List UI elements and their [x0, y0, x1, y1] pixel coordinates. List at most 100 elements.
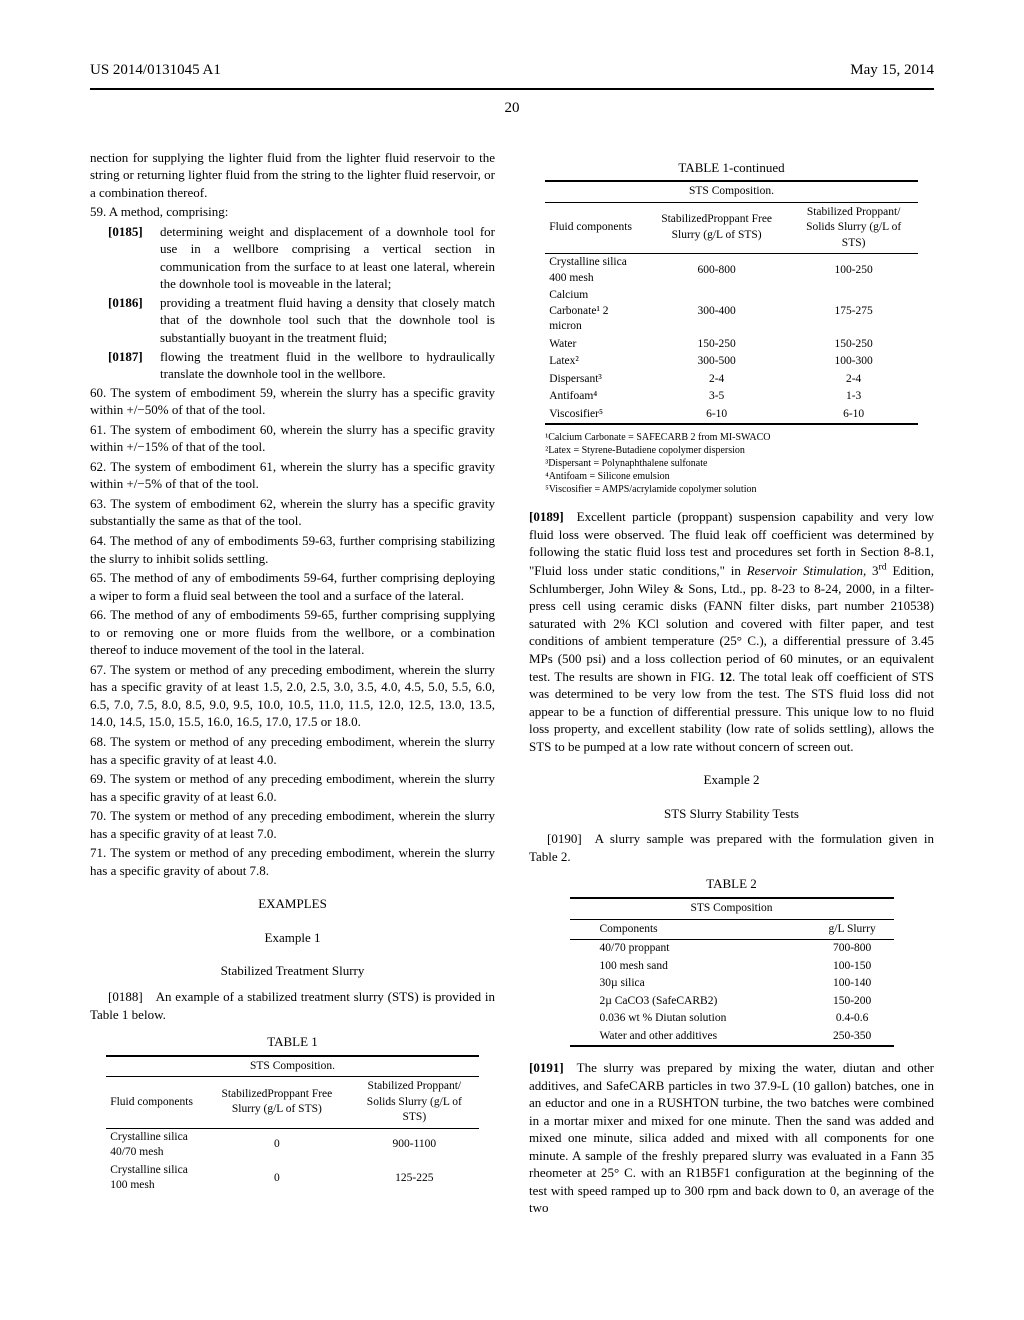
embodiment-69: 69. The system or method of any precedin… [90, 770, 495, 805]
para-0185: [0185] determining weight and displaceme… [108, 223, 495, 293]
embodiment-66: 66. The method of any of embodiments 59-… [90, 606, 495, 659]
para-0189: [0189] Excellent particle (proppant) sus… [529, 508, 934, 755]
embodiment-64: 64. The method of any of embodiments 59-… [90, 532, 495, 567]
embodiment-61: 61. The system of embodiment 60, wherein… [90, 421, 495, 456]
para-text: Excellent particle (proppant) suspension… [529, 509, 934, 753]
para-num: [0185] [108, 223, 160, 293]
cell: 250-350 [811, 1028, 894, 1046]
col-header: StabilizedProppant Free Slurry (g/L of S… [644, 202, 790, 253]
cell: 3-5 [644, 388, 790, 406]
col-header: Components [570, 919, 811, 939]
publication-date: May 15, 2014 [850, 60, 934, 80]
para-text: providing a treatment fluid having a den… [160, 294, 495, 347]
publication-number: US 2014/0131045 A1 [90, 60, 221, 80]
table-row: 30µ silica 100-140 [570, 975, 894, 993]
para-text: determining weight and displacement of a… [160, 223, 495, 293]
cell: 100-250 [789, 254, 917, 288]
cell: 30µ silica [570, 975, 811, 993]
two-column-body: nection for supplying the lighter fluid … [90, 149, 934, 1220]
cell: 6-10 [644, 406, 790, 424]
para-0190: [0190] A slurry sample was prepared with… [529, 830, 934, 865]
example2-subheading: STS Slurry Stability Tests [529, 805, 934, 823]
table-row: 100 mesh sand 100-150 [570, 958, 894, 976]
footnote: ¹Calcium Carbonate = SAFECARB 2 from MI-… [545, 431, 918, 444]
table2-body: 40/70 proppant 700-800 100 mesh sand 100… [570, 940, 894, 1046]
col-header: Fluid components [106, 1077, 204, 1128]
embodiment-60: 60. The system of embodiment 59, wherein… [90, 384, 495, 419]
table2-caption: STS Composition [570, 898, 894, 919]
cell: 900-1100 [350, 1128, 479, 1162]
table-row: Antifoam⁴ 3-5 1-3 [545, 388, 918, 406]
cell: Antifoam⁴ [545, 388, 644, 406]
cell: Crystalline silica 100 mesh [106, 1162, 204, 1195]
table1c-body: Crystalline silica 400 mesh 600-800 100-… [545, 254, 918, 424]
cell: Water [545, 336, 644, 354]
cell: 2µ CaCO3 (SafeCARB2) [570, 993, 811, 1011]
para-0187: [0187] flowing the treatment fluid in th… [108, 348, 495, 383]
table2-title: TABLE 2 [529, 875, 934, 893]
cell: 6-10 [789, 406, 917, 424]
embodiment-68: 68. The system or method of any precedin… [90, 733, 495, 768]
cell: Crystalline silica 40/70 mesh [106, 1128, 204, 1162]
col-header: StabilizedProppant Free Slurry (g/L of S… [204, 1077, 350, 1128]
cell: 600-800 [644, 254, 790, 288]
cell: Dispersant³ [545, 371, 644, 389]
cell: 0 [204, 1162, 350, 1195]
cell: 150-250 [789, 336, 917, 354]
table-2: STS Composition Components g/L Slurry 40… [570, 897, 894, 1047]
embodiment-67: 67. The system or method of any precedin… [90, 661, 495, 731]
para-num: [0191] [529, 1060, 564, 1075]
table-row: 40/70 proppant 700-800 [570, 940, 894, 958]
table-1-continued: STS Composition. Fluid components Stabil… [545, 180, 918, 425]
cell: Viscosifier⁵ [545, 406, 644, 424]
cell: 150-250 [644, 336, 790, 354]
table-row: Latex² 300-500 100-300 [545, 353, 918, 371]
table-row: Calcium Carbonate¹ 2 micron 300-400 175-… [545, 287, 918, 336]
cell: 0 [204, 1128, 350, 1162]
table-row: Water 150-250 150-250 [545, 336, 918, 354]
cell: 100-140 [811, 975, 894, 993]
footnote: ⁵Viscosifier = AMPS/acrylamide copolymer… [545, 483, 918, 496]
embodiment-63: 63. The system of embodiment 62, wherein… [90, 495, 495, 530]
page-header: US 2014/0131045 A1 May 15, 2014 [90, 60, 934, 80]
cell: 100-150 [811, 958, 894, 976]
table1c-title: TABLE 1-continued [529, 159, 934, 177]
cell: 150-200 [811, 993, 894, 1011]
table-row: Crystalline silica 100 mesh 0 125-225 [106, 1162, 479, 1195]
right-column: TABLE 1-continued STS Composition. Fluid… [529, 149, 934, 1220]
cell: 0.036 wt % Diutan solution [570, 1010, 811, 1028]
footnote: ³Dispersant = Polynaphthalene sulfonate [545, 457, 918, 470]
cell: 1-3 [789, 388, 917, 406]
para-0188: [0188] An example of a stabilized treatm… [90, 988, 495, 1023]
para-num: [0189] [529, 509, 564, 524]
cell: 2-4 [644, 371, 790, 389]
cell: 40/70 proppant [570, 940, 811, 958]
table-1: STS Composition. Fluid components Stabil… [106, 1055, 479, 1195]
para-0191: [0191] The slurry was prepared by mixing… [529, 1059, 934, 1217]
left-column: nection for supplying the lighter fluid … [90, 149, 495, 1220]
cell: 700-800 [811, 940, 894, 958]
table-row: Crystalline silica 400 mesh 600-800 100-… [545, 254, 918, 288]
table-row: Viscosifier⁵ 6-10 6-10 [545, 406, 918, 424]
embodiment-59: 59. A method, comprising: [90, 203, 495, 221]
footnote: ²Latex = Styrene-Butadiene copolymer dis… [545, 444, 918, 457]
para-num: [0186] [108, 294, 160, 347]
col-header: g/L Slurry [811, 919, 894, 939]
footnote: ⁴Antifoam = Silicone emulsion [545, 470, 918, 483]
header-rule [90, 88, 934, 90]
page-number: 20 [90, 98, 934, 118]
table-row: 0.036 wt % Diutan solution 0.4-0.6 [570, 1010, 894, 1028]
col-header: Stabilized Proppant/ Solids Slurry (g/L … [789, 202, 917, 253]
embodiment-62: 62. The system of embodiment 61, wherein… [90, 458, 495, 493]
para-text: flowing the treatment fluid in the wellb… [160, 348, 495, 383]
cell: 300-400 [644, 287, 790, 336]
cell: 2-4 [789, 371, 917, 389]
table1-title: TABLE 1 [90, 1033, 495, 1051]
para-0186: [0186] providing a treatment fluid havin… [108, 294, 495, 347]
cell: 100 mesh sand [570, 958, 811, 976]
cell: 300-500 [644, 353, 790, 371]
para-num: [0187] [108, 348, 160, 383]
cell: Crystalline silica 400 mesh [545, 254, 644, 288]
col-header: Stabilized Proppant/ Solids Slurry (g/L … [350, 1077, 479, 1128]
embodiment-70: 70. The system or method of any precedin… [90, 807, 495, 842]
